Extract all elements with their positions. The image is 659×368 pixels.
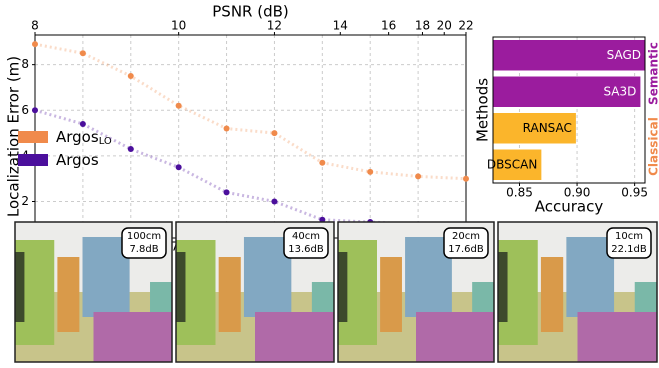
y-tick-label: 8 xyxy=(21,57,29,71)
panel-psnr: 22.1dB xyxy=(611,244,647,255)
block-orange xyxy=(380,257,402,332)
panel-psnr: 13.6dB xyxy=(288,244,324,255)
block-dark xyxy=(498,252,508,322)
bar-label: DBSCAN xyxy=(487,157,537,171)
bar-label: SAGD xyxy=(607,48,641,62)
block-pink xyxy=(416,312,494,362)
x2-tick-label: 10 xyxy=(171,19,186,33)
x2-tick-label: 22 xyxy=(458,19,473,33)
panels: 100cm 7.8dB 40cm 13.6dB 20cm 17.6dB 10cm 22.1dB xyxy=(15,222,657,362)
data-point xyxy=(271,130,277,136)
series-line xyxy=(35,110,466,226)
x2-axis-label: PSNR (dB) xyxy=(212,3,289,21)
block-pink xyxy=(578,312,658,362)
data-point xyxy=(176,103,182,109)
panel-size: 10cm xyxy=(615,231,643,242)
x2-tick-label: 20 xyxy=(437,19,452,33)
data-point xyxy=(224,126,230,132)
panel-psnr: 17.6dB xyxy=(448,244,484,255)
data-point xyxy=(80,50,86,56)
group-label: Semantic xyxy=(647,42,659,105)
figure: 1009080706050403020108101214161820222468… xyxy=(0,0,659,364)
image-panel: 40cm 13.6dB xyxy=(176,222,334,362)
x2-tick-label: 16 xyxy=(381,19,396,33)
data-point xyxy=(271,199,277,205)
legend-swatch xyxy=(18,154,48,166)
panel-size: 100cm xyxy=(127,231,161,242)
x-axis-label: Accuracy xyxy=(535,198,604,216)
block-pink xyxy=(255,312,334,362)
x2-tick-label: 18 xyxy=(415,19,430,33)
data-point xyxy=(367,169,373,175)
data-point xyxy=(176,164,182,170)
legend-label: ArgosLO xyxy=(56,128,112,148)
panel-size: 20cm xyxy=(452,231,480,242)
data-point xyxy=(32,41,38,47)
y-tick-label: 2 xyxy=(21,194,29,208)
block-dark xyxy=(338,252,347,322)
x2-tick-label: 8 xyxy=(31,19,39,33)
legend-name: Argos xyxy=(56,151,99,169)
block-orange xyxy=(541,257,563,332)
bar-label: SA3D xyxy=(603,84,636,98)
panel-size: 40cm xyxy=(292,231,320,242)
data-point xyxy=(319,160,325,166)
x-tick-label: 0.85 xyxy=(506,186,533,200)
x2-tick-label: 14 xyxy=(333,19,348,33)
data-point xyxy=(80,121,86,127)
x2-tick-label: 12 xyxy=(267,19,282,33)
legend-swatch xyxy=(18,131,48,143)
legend-label: Argos xyxy=(56,151,99,169)
image-panel: 100cm 7.8dB xyxy=(15,222,172,362)
data-point xyxy=(224,189,230,195)
y-axis-label: Methods xyxy=(474,78,492,142)
block-orange xyxy=(57,257,79,332)
block-dark xyxy=(176,252,185,322)
image-panel: 20cm 17.6dB xyxy=(338,222,494,362)
y-tick-label: 6 xyxy=(21,103,29,117)
block-orange xyxy=(219,257,241,332)
data-point xyxy=(415,173,421,179)
panel-psnr: 7.8dB xyxy=(129,244,158,255)
x-tick-label: 0.95 xyxy=(621,186,648,200)
block-pink xyxy=(94,312,173,362)
data-point xyxy=(463,176,469,182)
image-panel: 10cm 22.1dB xyxy=(498,222,657,362)
data-point xyxy=(128,146,134,152)
bar-label: RANSAC xyxy=(523,121,572,135)
data-point xyxy=(128,73,134,79)
bar-chart: SAGD SA3D Semantic RANSAC DBSCAN Classical 0.8… xyxy=(474,37,659,216)
data-point xyxy=(32,107,38,113)
group-label: Classical xyxy=(647,117,659,176)
block-dark xyxy=(15,252,24,322)
